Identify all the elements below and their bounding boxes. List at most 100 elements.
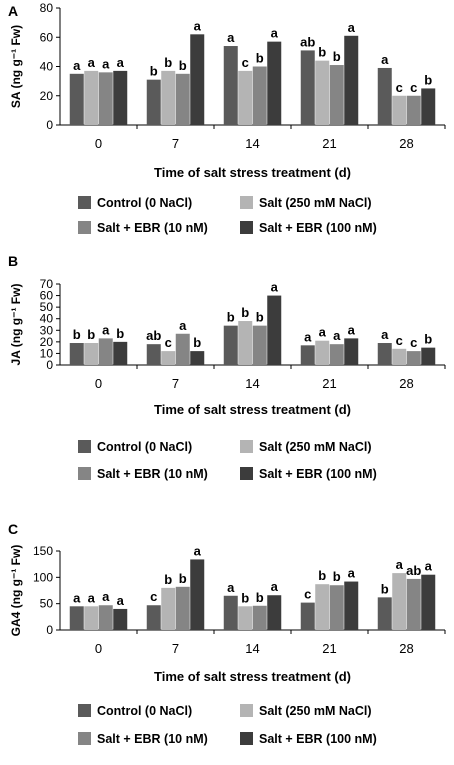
legend-label: Control (0 NaCl): [97, 440, 192, 454]
significance-letter: a: [179, 318, 187, 333]
x-axis-label: Time of salt stress treatment (d): [154, 669, 351, 684]
bar-b-14-4: [267, 295, 282, 365]
bar-a-28-2: [392, 95, 407, 125]
x-tick-label: 21: [322, 641, 336, 656]
significance-letter: c: [304, 587, 311, 602]
significance-letter: b: [256, 590, 264, 605]
bar-a-21-4: [344, 35, 359, 125]
legend-label: Salt (250 mM NaCl): [259, 704, 372, 718]
legend-swatch: [78, 440, 91, 453]
y-tick-label: 30: [40, 323, 54, 337]
bar-b-14-1: [223, 325, 238, 365]
x-tick-label: 21: [322, 376, 336, 391]
significance-letter: b: [193, 335, 201, 350]
bar-a-28-4: [421, 88, 436, 125]
significance-letter: b: [164, 55, 172, 70]
significance-letter: b: [164, 572, 172, 587]
bar-c-28-3: [406, 578, 421, 630]
significance-letter: b: [150, 64, 158, 79]
significance-letter: c: [242, 55, 249, 70]
significance-letter: b: [424, 72, 432, 87]
significance-letter: b: [179, 58, 187, 73]
significance-letter: b: [381, 581, 389, 596]
legend-swatch: [240, 221, 253, 234]
legend-label: Salt (250 mM NaCl): [259, 196, 372, 210]
legend-swatch: [78, 732, 91, 745]
bar-a-21-2: [315, 60, 330, 125]
legend-label: Salt + EBR (100 nM): [259, 467, 377, 481]
x-tick-label: 7: [172, 641, 179, 656]
significance-letter: a: [319, 325, 327, 340]
bar-a-7-3: [175, 73, 190, 125]
bar-b-7-2: [161, 351, 176, 365]
significance-letter: a: [194, 543, 202, 558]
significance-letter: b: [116, 326, 124, 341]
significance-letter: a: [425, 559, 433, 574]
significance-letter: b: [318, 45, 326, 60]
significance-letter: b: [227, 310, 235, 325]
significance-letter: a: [102, 589, 110, 604]
y-tick-label: 150: [33, 544, 53, 558]
bar-a-14-4: [267, 41, 282, 126]
legend-label: Salt + EBR (10 nM): [97, 221, 208, 235]
significance-letter: a: [348, 322, 356, 337]
significance-letter: ab: [146, 328, 161, 343]
significance-letter: a: [333, 328, 341, 343]
legend-label: Control (0 NaCl): [97, 704, 192, 718]
bar-c-0-4: [113, 608, 128, 630]
bar-b-28-1: [377, 343, 392, 365]
significance-letter: c: [396, 80, 403, 95]
bar-b-21-3: [329, 344, 344, 365]
bar-c-0-1: [69, 606, 84, 630]
x-tick-label: 14: [245, 136, 259, 151]
bar-a-0-3: [98, 72, 113, 125]
x-tick-label: 14: [245, 376, 259, 391]
bar-b-0-4: [113, 341, 128, 365]
bar-b-14-2: [238, 321, 253, 365]
x-tick-label: 21: [322, 136, 336, 151]
significance-letter: b: [241, 305, 249, 320]
bar-b-7-3: [175, 333, 190, 365]
bar-b-0-3: [98, 338, 113, 365]
y-tick-label: 100: [33, 570, 53, 584]
significance-letter: b: [87, 327, 95, 342]
y-tick-label: 0: [46, 358, 53, 372]
legend-label: Salt + EBR (100 nM): [259, 221, 377, 235]
y-tick-label: 70: [40, 277, 54, 291]
bar-a-21-3: [329, 65, 344, 125]
bar-b-21-4: [344, 338, 359, 365]
bar-a-14-2: [238, 70, 253, 125]
legend-swatch: [78, 221, 91, 234]
significance-letter: a: [102, 322, 110, 337]
significance-letter: c: [410, 335, 417, 350]
panel-label-c: C: [8, 521, 18, 537]
bar-a-14-1: [223, 46, 238, 125]
bar-c-14-1: [223, 595, 238, 630]
significance-letter: b: [241, 590, 249, 605]
bar-c-0-2: [84, 606, 99, 630]
significance-letter: a: [73, 58, 81, 73]
bar-c-7-2: [161, 587, 176, 630]
y-tick-label: 50: [40, 300, 54, 314]
significance-letter: b: [424, 332, 432, 347]
bar-b-21-1: [300, 345, 315, 365]
legend-swatch: [78, 196, 91, 209]
legend-label: Salt + EBR (100 nM): [259, 732, 377, 746]
x-tick-label: 28: [399, 376, 413, 391]
bar-a-7-2: [161, 70, 176, 125]
significance-letter: ab: [300, 34, 315, 49]
significance-letter: b: [333, 49, 341, 64]
legend-swatch: [78, 467, 91, 480]
bar-a-0-2: [84, 70, 99, 125]
y-tick-label: 80: [40, 1, 54, 15]
bar-c-28-2: [392, 573, 407, 630]
bar-b-28-3: [406, 351, 421, 365]
bar-a-0-1: [69, 73, 84, 125]
x-tick-label: 28: [399, 641, 413, 656]
significance-letter: c: [396, 333, 403, 348]
y-axis-label: GA4 (ng g⁻¹ Fw): [9, 545, 23, 637]
y-tick-label: 60: [40, 289, 54, 303]
significance-letter: c: [150, 589, 157, 604]
bar-c-0-3: [98, 605, 113, 630]
significance-letter: b: [179, 571, 187, 586]
